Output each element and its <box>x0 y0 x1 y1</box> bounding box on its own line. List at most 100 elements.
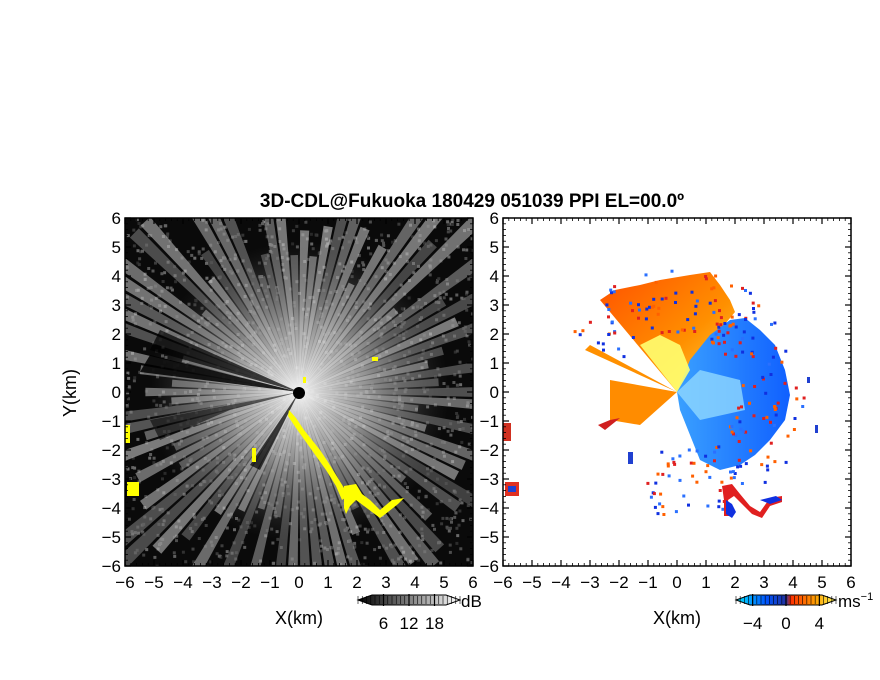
snr-noise-pixel <box>398 530 402 534</box>
snr-noise-pixel <box>454 511 458 515</box>
snr-noise-pixel <box>459 547 463 551</box>
snr-hard-target-echoes <box>125 357 404 518</box>
velocity-speckle-pixel <box>704 275 708 278</box>
velocity-speckle-pixel <box>676 330 680 334</box>
snr-noise-pixel <box>424 494 428 498</box>
snr-noise-pixel <box>466 504 470 508</box>
snr-ytick-label: −6 <box>102 557 121 576</box>
snr-noise-pixel <box>446 429 450 433</box>
velocity-speckle-pixel <box>744 462 748 466</box>
snr-noise-pixel <box>380 239 384 243</box>
velocity-speckle-pixel <box>656 512 660 516</box>
snr-noise-pixel <box>458 509 462 513</box>
snr-xtick-label: 6 <box>468 573 477 592</box>
velocity-speckle-pixel <box>662 513 666 516</box>
velocity-colorbar-ticks: −4 0 4 <box>735 594 837 633</box>
snr-noise-pixel <box>243 545 247 549</box>
velocity-speckle-pixel <box>613 285 617 289</box>
snr-noise-pixel <box>452 396 456 400</box>
snr-noise-pixel <box>363 556 367 560</box>
velocity-speckle-pixel <box>744 430 748 434</box>
snr-noise-pixel <box>152 456 156 460</box>
snr-noise-pixel <box>142 553 146 557</box>
snr-noise-pixel <box>170 288 174 292</box>
snr-xtick-label: 3 <box>381 573 390 592</box>
snr-noise-pixel <box>471 415 473 419</box>
snr-noise-pixel <box>409 545 413 549</box>
snr-noise-pixel <box>135 218 139 222</box>
velocity-xtick-label: 2 <box>730 573 739 592</box>
snr-noise-pixel <box>468 343 471 347</box>
snr-noise-pixel <box>421 538 425 542</box>
velocity-speckle-pixel <box>762 377 765 381</box>
velocity-speckle-pixel <box>792 428 796 431</box>
velocity-speckle-pixel <box>750 352 754 356</box>
velocity-speckle-pixel <box>710 337 714 341</box>
snr-noise-pixel <box>244 239 248 243</box>
velocity-speckle-pixel <box>644 273 648 277</box>
snr-noise-pixel <box>200 256 204 260</box>
velocity-speckle-pixel <box>718 309 721 313</box>
snr-noise-pixel <box>258 223 262 227</box>
snr-noise-pixel <box>369 252 373 256</box>
snr-noise-pixel <box>136 261 140 265</box>
snr-noise-pixel <box>465 248 469 252</box>
velocity-speckle-pixel <box>704 470 708 474</box>
velocity-speckle-pixel <box>637 303 640 307</box>
velocity-ytick-label: −6 <box>480 557 499 576</box>
velocity-hard-targets <box>503 377 818 518</box>
velocity-speckle-pixel <box>752 307 755 310</box>
velocity-colorbar-unit: ms−1 <box>838 591 873 611</box>
snr-noise-pixel <box>456 219 460 222</box>
velocity-speckle-pixel <box>762 417 766 420</box>
velocity-speckle-pixel <box>715 446 719 449</box>
snr-noise-pixel <box>192 515 196 519</box>
snr-noise-pixel <box>435 280 439 284</box>
velocity-speckle-pixel <box>666 464 670 468</box>
snr-colorbar-ticks: 6 12 18 <box>357 594 461 633</box>
velocity-speckle-pixel <box>753 317 757 321</box>
snr-noise-pixel <box>450 429 454 433</box>
snr-noise-pixel <box>184 560 188 564</box>
velocity-speckle-pixel <box>740 482 744 485</box>
snr-noise-pixel <box>247 227 251 231</box>
velocity-xtick-label: −2 <box>609 573 628 592</box>
snr-noise-pixel <box>461 519 465 523</box>
snr-noise-pixel <box>147 267 151 270</box>
velocity-speckle-pixel <box>578 333 582 337</box>
snr-noise-pixel <box>136 249 140 253</box>
velocity-speckle-pixel <box>772 423 776 427</box>
snr-noise-pixel <box>447 227 450 230</box>
velocity-panel: −6 −5 −4 −3 −2 −1 0 1 2 3 4 5 6 6 5 4 3 2 1 0 −1 −2 −3 −4 −5 −6 X… <box>480 209 874 633</box>
velocity-speckle-pixel <box>737 313 741 317</box>
snr-noise-pixel <box>450 220 454 224</box>
snr-noise-pixel <box>233 528 236 532</box>
velocity-colorbar-tick-label: 0 <box>781 614 790 633</box>
velocity-speckle-pixel <box>722 333 726 337</box>
velocity-speckle-pixel <box>714 332 718 336</box>
snr-noise-pixel <box>191 246 195 250</box>
velocity-speckle-pixel <box>658 502 662 506</box>
snr-noise-pixel <box>161 477 164 481</box>
velocity-ytick-label: 6 <box>490 209 499 228</box>
velocity-speckle-pixel <box>713 299 717 303</box>
velocity-speckle-pixel <box>672 460 676 464</box>
snr-noise-pixel <box>417 496 421 500</box>
velocity-speckle-pixel <box>704 277 708 281</box>
snr-noise-pixel <box>163 471 167 475</box>
snr-noise-pixel <box>455 383 459 387</box>
velocity-speckle-pixel <box>609 288 613 292</box>
snr-noise-pixel <box>460 501 464 505</box>
snr-noise-pixel <box>367 528 371 532</box>
velocity-speckle-pixel <box>776 401 780 405</box>
snr-noise-pixel <box>455 412 459 415</box>
snr-noise-pixel <box>456 245 460 249</box>
velocity-speckle-pixel <box>769 420 772 424</box>
snr-xlabel: X(km) <box>275 608 323 628</box>
velocity-speckle-pixel <box>719 323 723 327</box>
snr-noise-pixel <box>363 527 367 531</box>
velocity-ytick-label: −1 <box>480 412 499 431</box>
snr-noise-pixel <box>365 541 369 545</box>
snr-noise-pixel <box>451 218 455 221</box>
